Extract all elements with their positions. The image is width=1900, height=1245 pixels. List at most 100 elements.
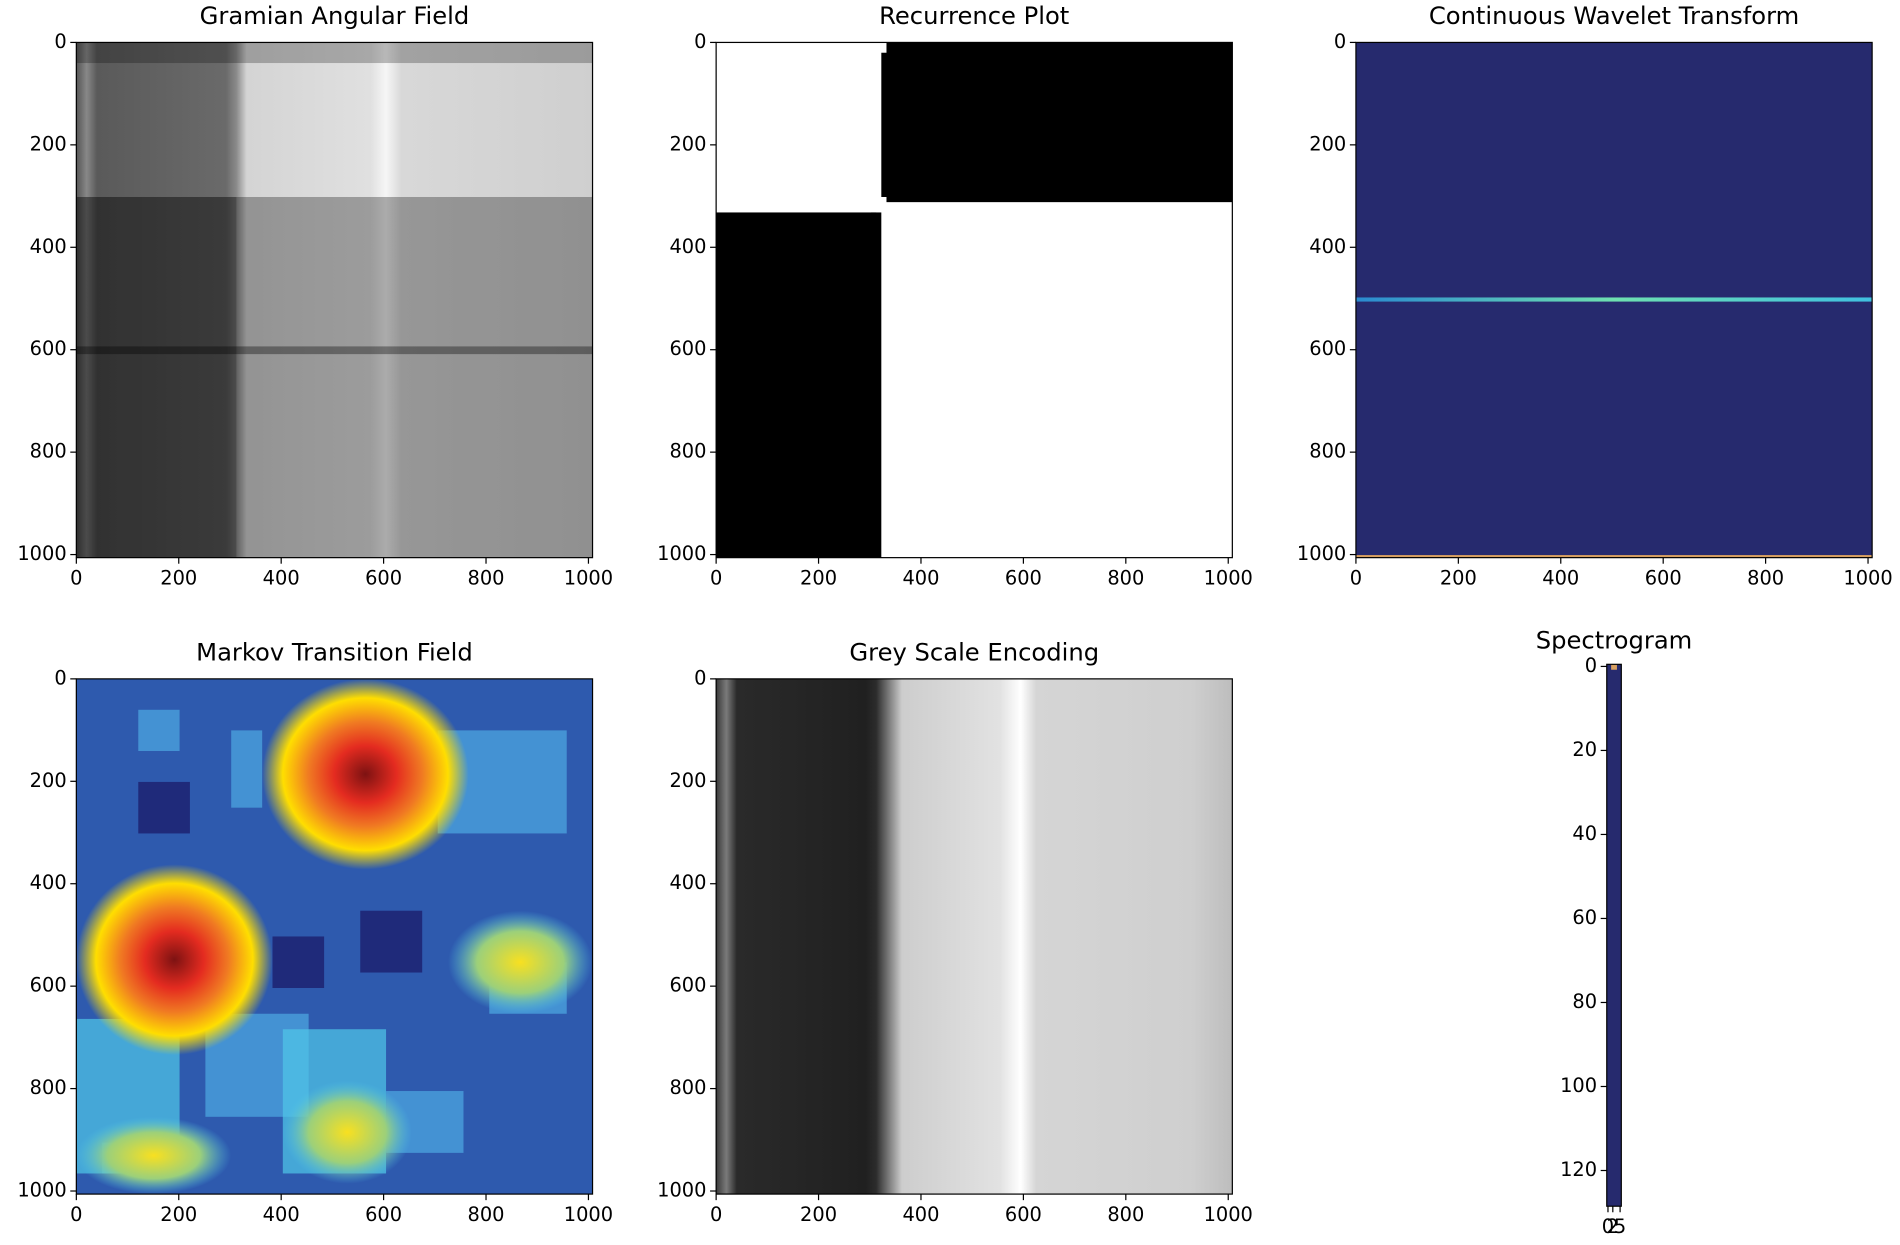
y-tick-label: 1000 xyxy=(1297,542,1346,565)
y-tick-label: 1000 xyxy=(17,542,66,565)
subplot-title: Gramian Angular Field xyxy=(200,1,470,30)
x-tick-label: 0 xyxy=(1602,1215,1614,1238)
y-tick-label: 600 xyxy=(1309,337,1346,360)
y-tick-label: 1000 xyxy=(17,1179,66,1202)
y-tick-label: 400 xyxy=(669,871,706,894)
x-tick-label: 1000 xyxy=(1204,566,1253,589)
axes-frame xyxy=(1355,41,1873,559)
image-region xyxy=(716,212,877,558)
subplot-title: Recurrence Plot xyxy=(879,1,1069,30)
y-tick-label: 200 xyxy=(669,769,706,792)
y-tick-label: 400 xyxy=(669,235,706,258)
y-tick-label: 0 xyxy=(54,666,66,689)
y-tick-label: 800 xyxy=(669,1076,706,1099)
x-tick-label: 1000 xyxy=(1843,566,1892,589)
subplot-title: Spectrogram xyxy=(1536,625,1693,654)
x-tick-label: 400 xyxy=(902,566,939,589)
x-tick-label: 2 xyxy=(1607,1215,1619,1238)
x-tick-label: 400 xyxy=(1542,566,1579,589)
image-region xyxy=(870,212,882,558)
image-region xyxy=(76,1116,232,1195)
image-region xyxy=(1355,297,1873,302)
subplot: Markov Transition Field 0 200 400 600 800 1000… xyxy=(17,637,613,1225)
y-tick-label: 200 xyxy=(1309,132,1346,155)
x-tick-label: 0 xyxy=(70,566,82,589)
y-tick-label: 20 xyxy=(1572,738,1597,761)
image-region xyxy=(76,864,273,1055)
axes-frame xyxy=(715,41,1233,559)
x-tick-label: 800 xyxy=(468,566,505,589)
x-tick-label: 600 xyxy=(1005,1203,1042,1226)
image-region xyxy=(76,42,593,64)
axes-frame xyxy=(75,41,594,559)
x-tick-label: 5 xyxy=(1614,1215,1626,1238)
x-tick-label: 600 xyxy=(365,1203,402,1226)
image-region xyxy=(1606,664,1622,1207)
y-tick-label: 0 xyxy=(1585,654,1597,677)
image-region xyxy=(1355,555,1873,558)
x-tick-label: 800 xyxy=(468,1203,505,1226)
subplot-title: Continuous Wavelet Transform xyxy=(1429,1,1799,30)
x-tick-label: 1000 xyxy=(564,1203,613,1226)
y-tick-label: 100 xyxy=(1560,1074,1597,1097)
x-tick-label: 0 xyxy=(1350,566,1362,589)
image-region xyxy=(282,1080,412,1184)
x-tick-label: 400 xyxy=(263,1203,300,1226)
x-tick-label: 600 xyxy=(1005,566,1042,589)
y-tick-label: 0 xyxy=(694,30,706,53)
image-region xyxy=(716,678,1233,1195)
x-tick-label: 400 xyxy=(902,1203,939,1226)
y-tick-label: 1000 xyxy=(657,1179,706,1202)
image-region xyxy=(886,42,1233,203)
y-tick-label: 600 xyxy=(669,337,706,360)
image-region xyxy=(448,910,593,1014)
x-tick-label: 800 xyxy=(1107,566,1144,589)
x-tick-label: 400 xyxy=(263,566,300,589)
y-tick-label: 80 xyxy=(1572,990,1597,1013)
image-region xyxy=(231,730,263,808)
x-tick-label: 200 xyxy=(1440,566,1477,589)
x-tick-label: 800 xyxy=(1747,566,1784,589)
x-tick-label: 200 xyxy=(160,566,197,589)
y-tick-label: 400 xyxy=(30,235,67,258)
image-region xyxy=(138,709,180,752)
image-region xyxy=(262,678,469,870)
y-tick-label: 800 xyxy=(1309,440,1346,463)
y-tick-label: 1000 xyxy=(657,542,706,565)
x-tick-label: 200 xyxy=(800,566,837,589)
y-tick-label: 200 xyxy=(30,769,67,792)
y-tick-label: 0 xyxy=(694,666,706,689)
x-tick-label: 1000 xyxy=(1204,1203,1253,1226)
y-tick-label: 60 xyxy=(1572,906,1597,929)
y-tick-label: 800 xyxy=(30,440,67,463)
subplot-title: Markov Transition Field xyxy=(196,637,473,666)
y-tick-label: 200 xyxy=(669,132,706,155)
y-tick-label: 600 xyxy=(669,974,706,997)
y-tick-label: 40 xyxy=(1572,822,1597,845)
image-region xyxy=(1611,664,1617,670)
axes-frame xyxy=(715,678,1233,1195)
image-region xyxy=(76,196,593,558)
subplot-title: Grey Scale Encoding xyxy=(849,637,1099,666)
y-tick-label: 800 xyxy=(669,440,706,463)
image-region xyxy=(76,42,593,558)
y-tick-label: 0 xyxy=(1334,30,1346,53)
subplot: Continuous Wavelet Transform 0 200 400 600 80… xyxy=(1297,1,1893,589)
image-region xyxy=(76,346,593,355)
y-tick-label: 120 xyxy=(1560,1158,1597,1181)
image-region xyxy=(76,196,237,558)
y-tick-label: 400 xyxy=(30,871,67,894)
x-tick-label: 0 xyxy=(710,566,722,589)
x-tick-label: 600 xyxy=(1645,566,1682,589)
image-region xyxy=(272,936,325,988)
x-tick-label: 200 xyxy=(160,1203,197,1226)
y-tick-label: 800 xyxy=(30,1076,67,1099)
x-tick-label: 0 xyxy=(70,1203,82,1226)
y-tick-label: 600 xyxy=(30,337,67,360)
y-tick-label: 400 xyxy=(1309,235,1346,258)
